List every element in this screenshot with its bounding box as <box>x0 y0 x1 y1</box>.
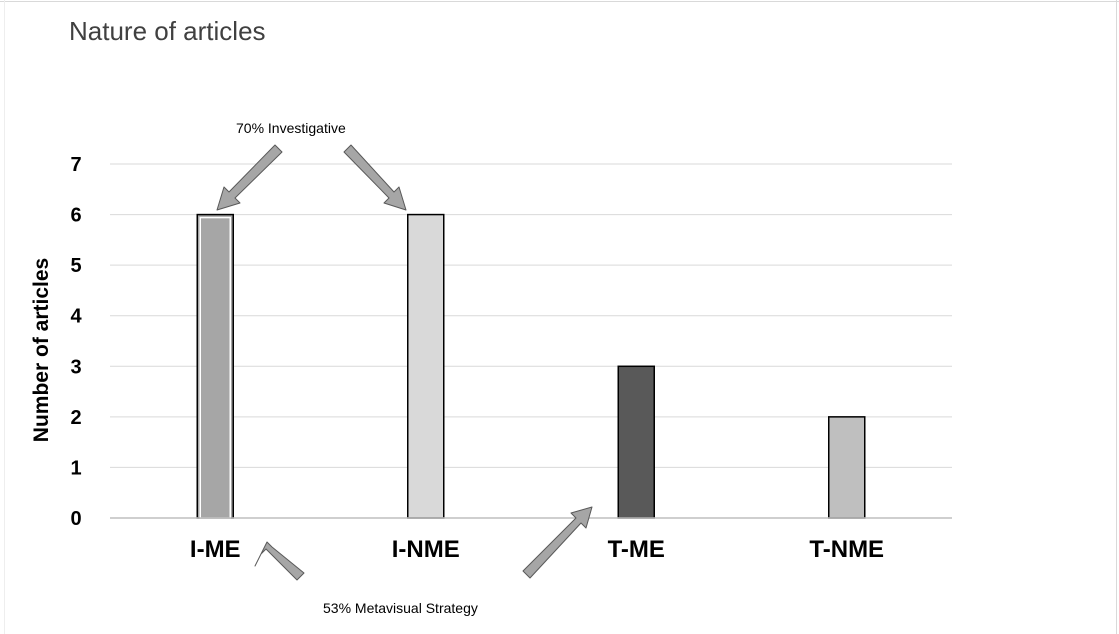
annotation-70-investigative: 70% Investigative <box>236 120 346 136</box>
arrow-to-i-me-upper <box>216 144 283 211</box>
chart-title: Nature of articles <box>69 16 266 46</box>
annotation-53-metavisual-strategy: 53% Metavisual Strategy <box>323 600 478 616</box>
x-category-label: T-ME <box>608 536 665 563</box>
bars <box>196 213 866 519</box>
bar-i-nme <box>407 213 445 519</box>
y-axis-title: Number of articles <box>30 258 53 442</box>
y-tick-label: 1 <box>70 457 81 479</box>
gridlines <box>110 163 952 468</box>
frame-right-border <box>1116 0 1117 634</box>
bar-i-me <box>196 213 234 519</box>
y-tick-label: 5 <box>70 255 81 277</box>
y-tick-label: 2 <box>70 407 81 429</box>
y-tick-label: 6 <box>70 205 81 227</box>
bar-t-me <box>617 365 655 519</box>
arrow-to-i-me-lower <box>254 541 305 581</box>
x-category-label: T-NME <box>809 536 884 563</box>
x-category-label: I-NME <box>392 536 460 563</box>
bar-t-nme <box>828 416 866 519</box>
y-tick-label: 0 <box>70 508 81 530</box>
arrow-to-i-nme-upper <box>343 144 407 211</box>
x-category-labels: I-ME I-NME T-ME T-NME <box>190 536 884 563</box>
y-tick-label: 7 <box>70 154 81 176</box>
frame-left-border <box>4 0 5 634</box>
y-tick-labels: 0 1 2 3 4 5 6 7 <box>70 154 82 530</box>
frame-top-border <box>0 1 1119 2</box>
y-tick-label: 4 <box>70 306 82 328</box>
arrow-to-t-me-lower <box>522 506 593 579</box>
annotations: 70% Investigative 53% Metavisual Strateg… <box>216 120 593 616</box>
y-tick-label: 3 <box>70 356 81 378</box>
x-category-label: I-ME <box>190 536 241 563</box>
